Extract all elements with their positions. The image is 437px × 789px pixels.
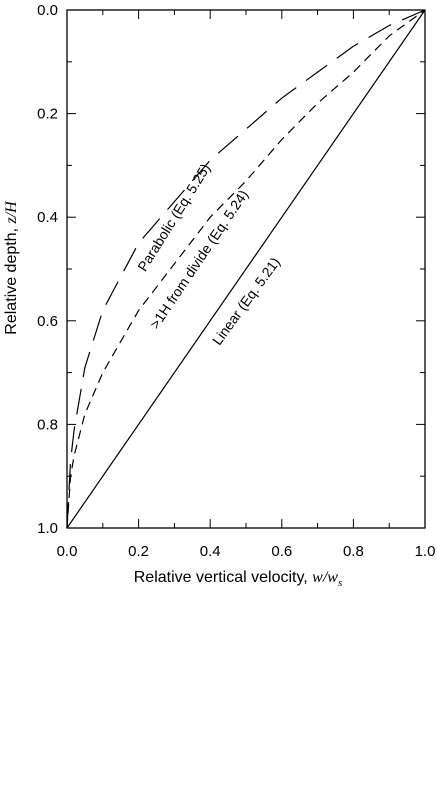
y-axis-title: Relative depth, z/H	[3, 200, 20, 335]
series-line-1	[66, 9, 426, 529]
y-tick-labels: 0.0 0.2 0.4 0.6 0.8 1.0	[37, 2, 58, 537]
series-lines	[66, 9, 426, 529]
x-tick-label: 0.8	[343, 543, 364, 560]
y-tick-label: 0.8	[37, 416, 58, 433]
y-tick-label: 0.0	[37, 2, 58, 19]
y-tick-label: 0.6	[37, 313, 58, 330]
x-tick-label: 0.0	[57, 543, 78, 560]
x-tick-label: 0.2	[128, 543, 149, 560]
y-tick-label: 1.0	[37, 520, 58, 537]
x-axis-title: Relative vertical velocity, w/ws	[134, 569, 343, 589]
x-tick-label: 1.0	[415, 543, 436, 560]
x-tick-label: 0.4	[200, 543, 221, 560]
y-tick-label: 0.4	[37, 209, 58, 226]
tick-marks	[66, 9, 426, 529]
series-line-2	[66, 9, 426, 529]
x-tick-label: 0.6	[271, 543, 292, 560]
y-tick-label: 0.2	[37, 106, 58, 123]
series-line-3	[66, 9, 426, 529]
x-tick-labels: 0.0 0.2 0.4 0.6 0.8 1.0	[57, 543, 436, 560]
